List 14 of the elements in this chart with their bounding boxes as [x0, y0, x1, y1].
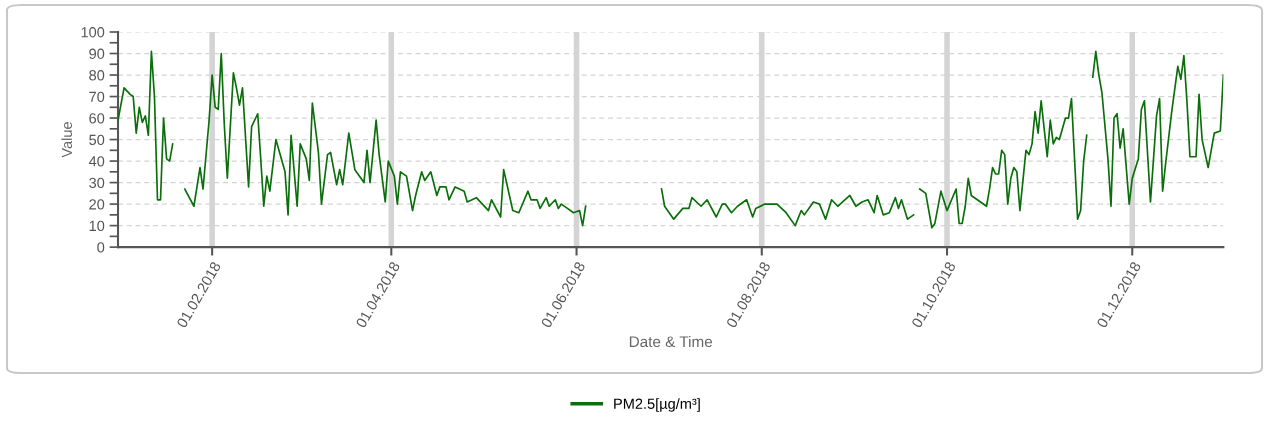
y-tick-label: 90: [89, 48, 105, 59]
y-tick-label: 0: [97, 242, 105, 253]
y-tick-label: 50: [89, 134, 105, 145]
x-axis-title: Date & Time: [629, 335, 713, 348]
legend-label: PM2.5[µg/m³]: [614, 398, 700, 412]
y-tick-label: 40: [88, 156, 105, 167]
y-tick-label: 10: [89, 220, 105, 232]
y-tick-label: 100: [81, 27, 105, 38]
y-axis-title: Value: [61, 122, 73, 158]
y-tick-label: 60: [89, 113, 105, 124]
y-tick-label: 80: [89, 70, 105, 81]
y-tick-label: 20: [89, 199, 105, 210]
y-tick-label: 30: [89, 177, 105, 189]
y-tick-label: 70: [89, 91, 105, 102]
